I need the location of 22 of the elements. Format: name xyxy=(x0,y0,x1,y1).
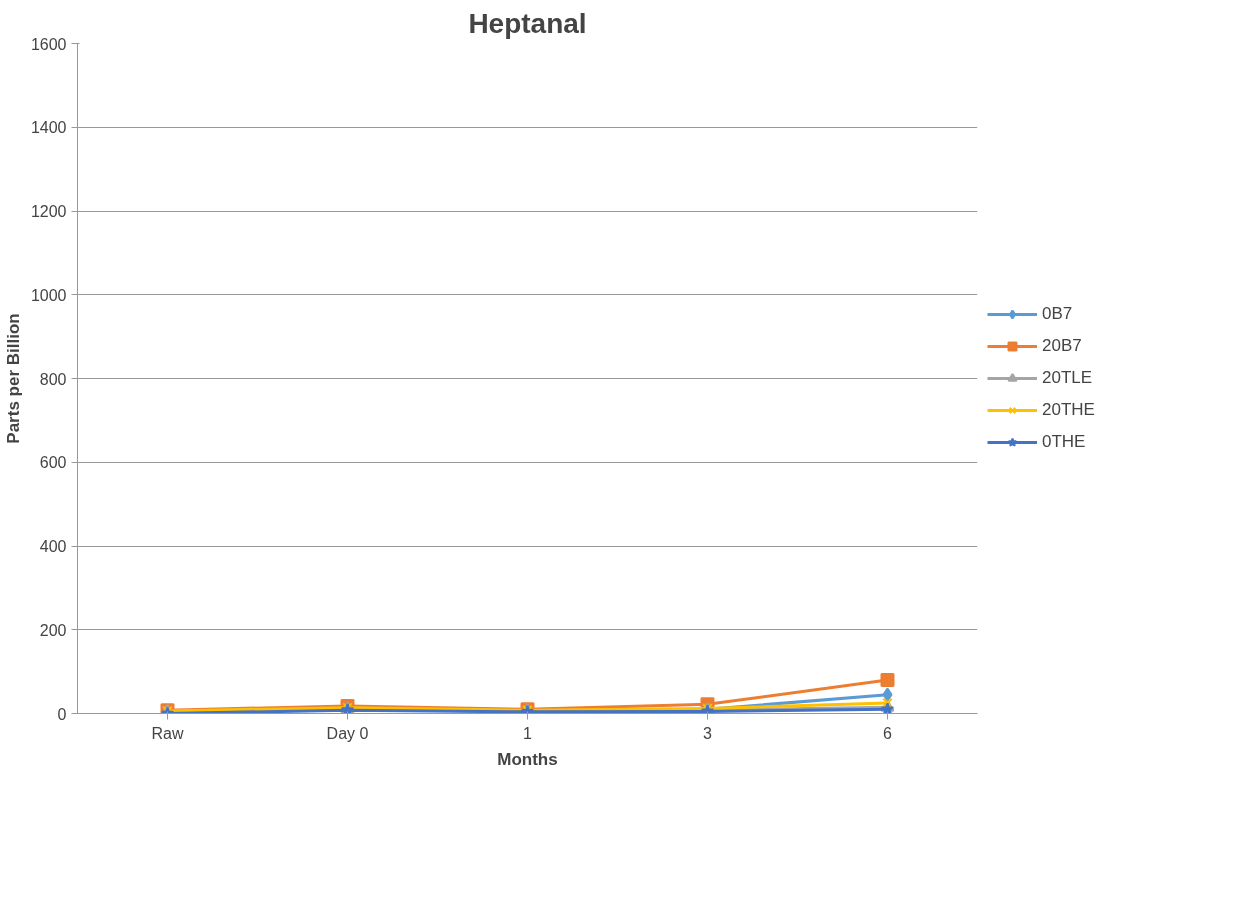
legend-label: 0THE xyxy=(1042,432,1086,452)
x-tick-label: 6 xyxy=(883,724,893,742)
x-tick-label: Raw xyxy=(151,724,184,742)
x-axis-title: Months xyxy=(497,749,558,769)
y-axis-title: Parts per Billion xyxy=(3,313,23,444)
y-tick-label: 1000 xyxy=(30,286,67,304)
x-tick-label: 1 xyxy=(523,724,533,742)
legend-label: 20THE xyxy=(1042,400,1095,420)
y-tick-label: 1200 xyxy=(30,203,67,220)
y-tick-label: 1600 xyxy=(30,35,67,53)
chart-title: Heptanal xyxy=(468,7,587,39)
y-tick-label: 0 xyxy=(57,705,67,723)
legend-label: 0B7 xyxy=(1042,304,1073,324)
legend-label: 20B7 xyxy=(1042,336,1082,356)
legend-label: 20TLE xyxy=(1042,368,1093,388)
y-tick-label: 1400 xyxy=(30,119,67,137)
y-tick-label: 600 xyxy=(39,454,67,472)
y-tick-label: 400 xyxy=(39,538,67,555)
x-tick-label: 3 xyxy=(703,724,713,742)
y-tick-label: 800 xyxy=(39,370,67,388)
x-tick-label: Day 0 xyxy=(326,724,369,742)
y-tick-label: 200 xyxy=(39,621,67,639)
